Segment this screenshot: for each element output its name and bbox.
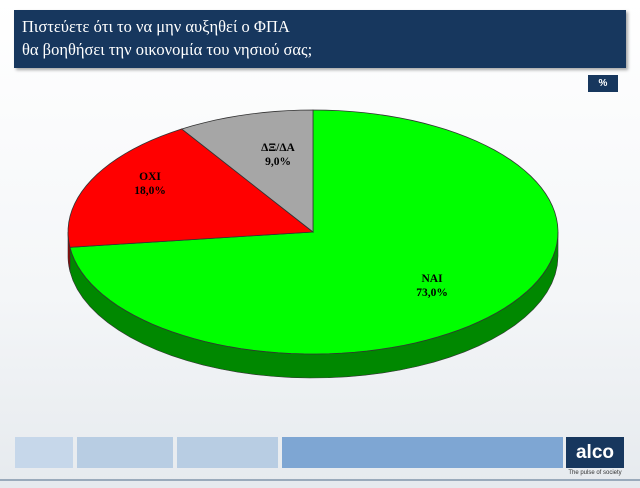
question-header: Πιστεύετε ότι το να μην αυξηθεί ο ΦΠΑ θα… — [14, 10, 626, 68]
slice-value-label-1: 18,0% — [134, 185, 166, 197]
pie-slice-0 — [69, 109, 559, 355]
pie-slice-2 — [180, 109, 314, 233]
alco-logo: alco — [566, 437, 624, 468]
pie-slice-1 — [67, 128, 315, 248]
footer-bar-segment-4 — [282, 437, 563, 468]
footer-bar-segment-1 — [15, 437, 73, 468]
question-title-line-1: Πιστεύετε ότι το να μην αυξηθεί ο ΦΠΑ — [22, 17, 290, 36]
footer-bar-segment-2 — [77, 437, 173, 468]
percent-unit-badge: % — [588, 75, 618, 92]
footer-bar-segment-3 — [177, 437, 278, 468]
slice-value-label-0: 73,0% — [416, 287, 448, 299]
slice-name-label-2: ΔΞ/ΔΑ — [261, 142, 295, 154]
slice-name-label-0: ΝΑΙ — [421, 273, 443, 285]
question-title-line-2: θα βοηθήσει την οικονομία του νησιού σας… — [22, 40, 313, 59]
slice-name-label-1: ΟΧΙ — [139, 171, 161, 183]
brand-tagline: The pulse of society — [568, 470, 622, 476]
footer-divider — [0, 479, 640, 481]
slice-value-label-2: 9,0% — [265, 156, 291, 168]
